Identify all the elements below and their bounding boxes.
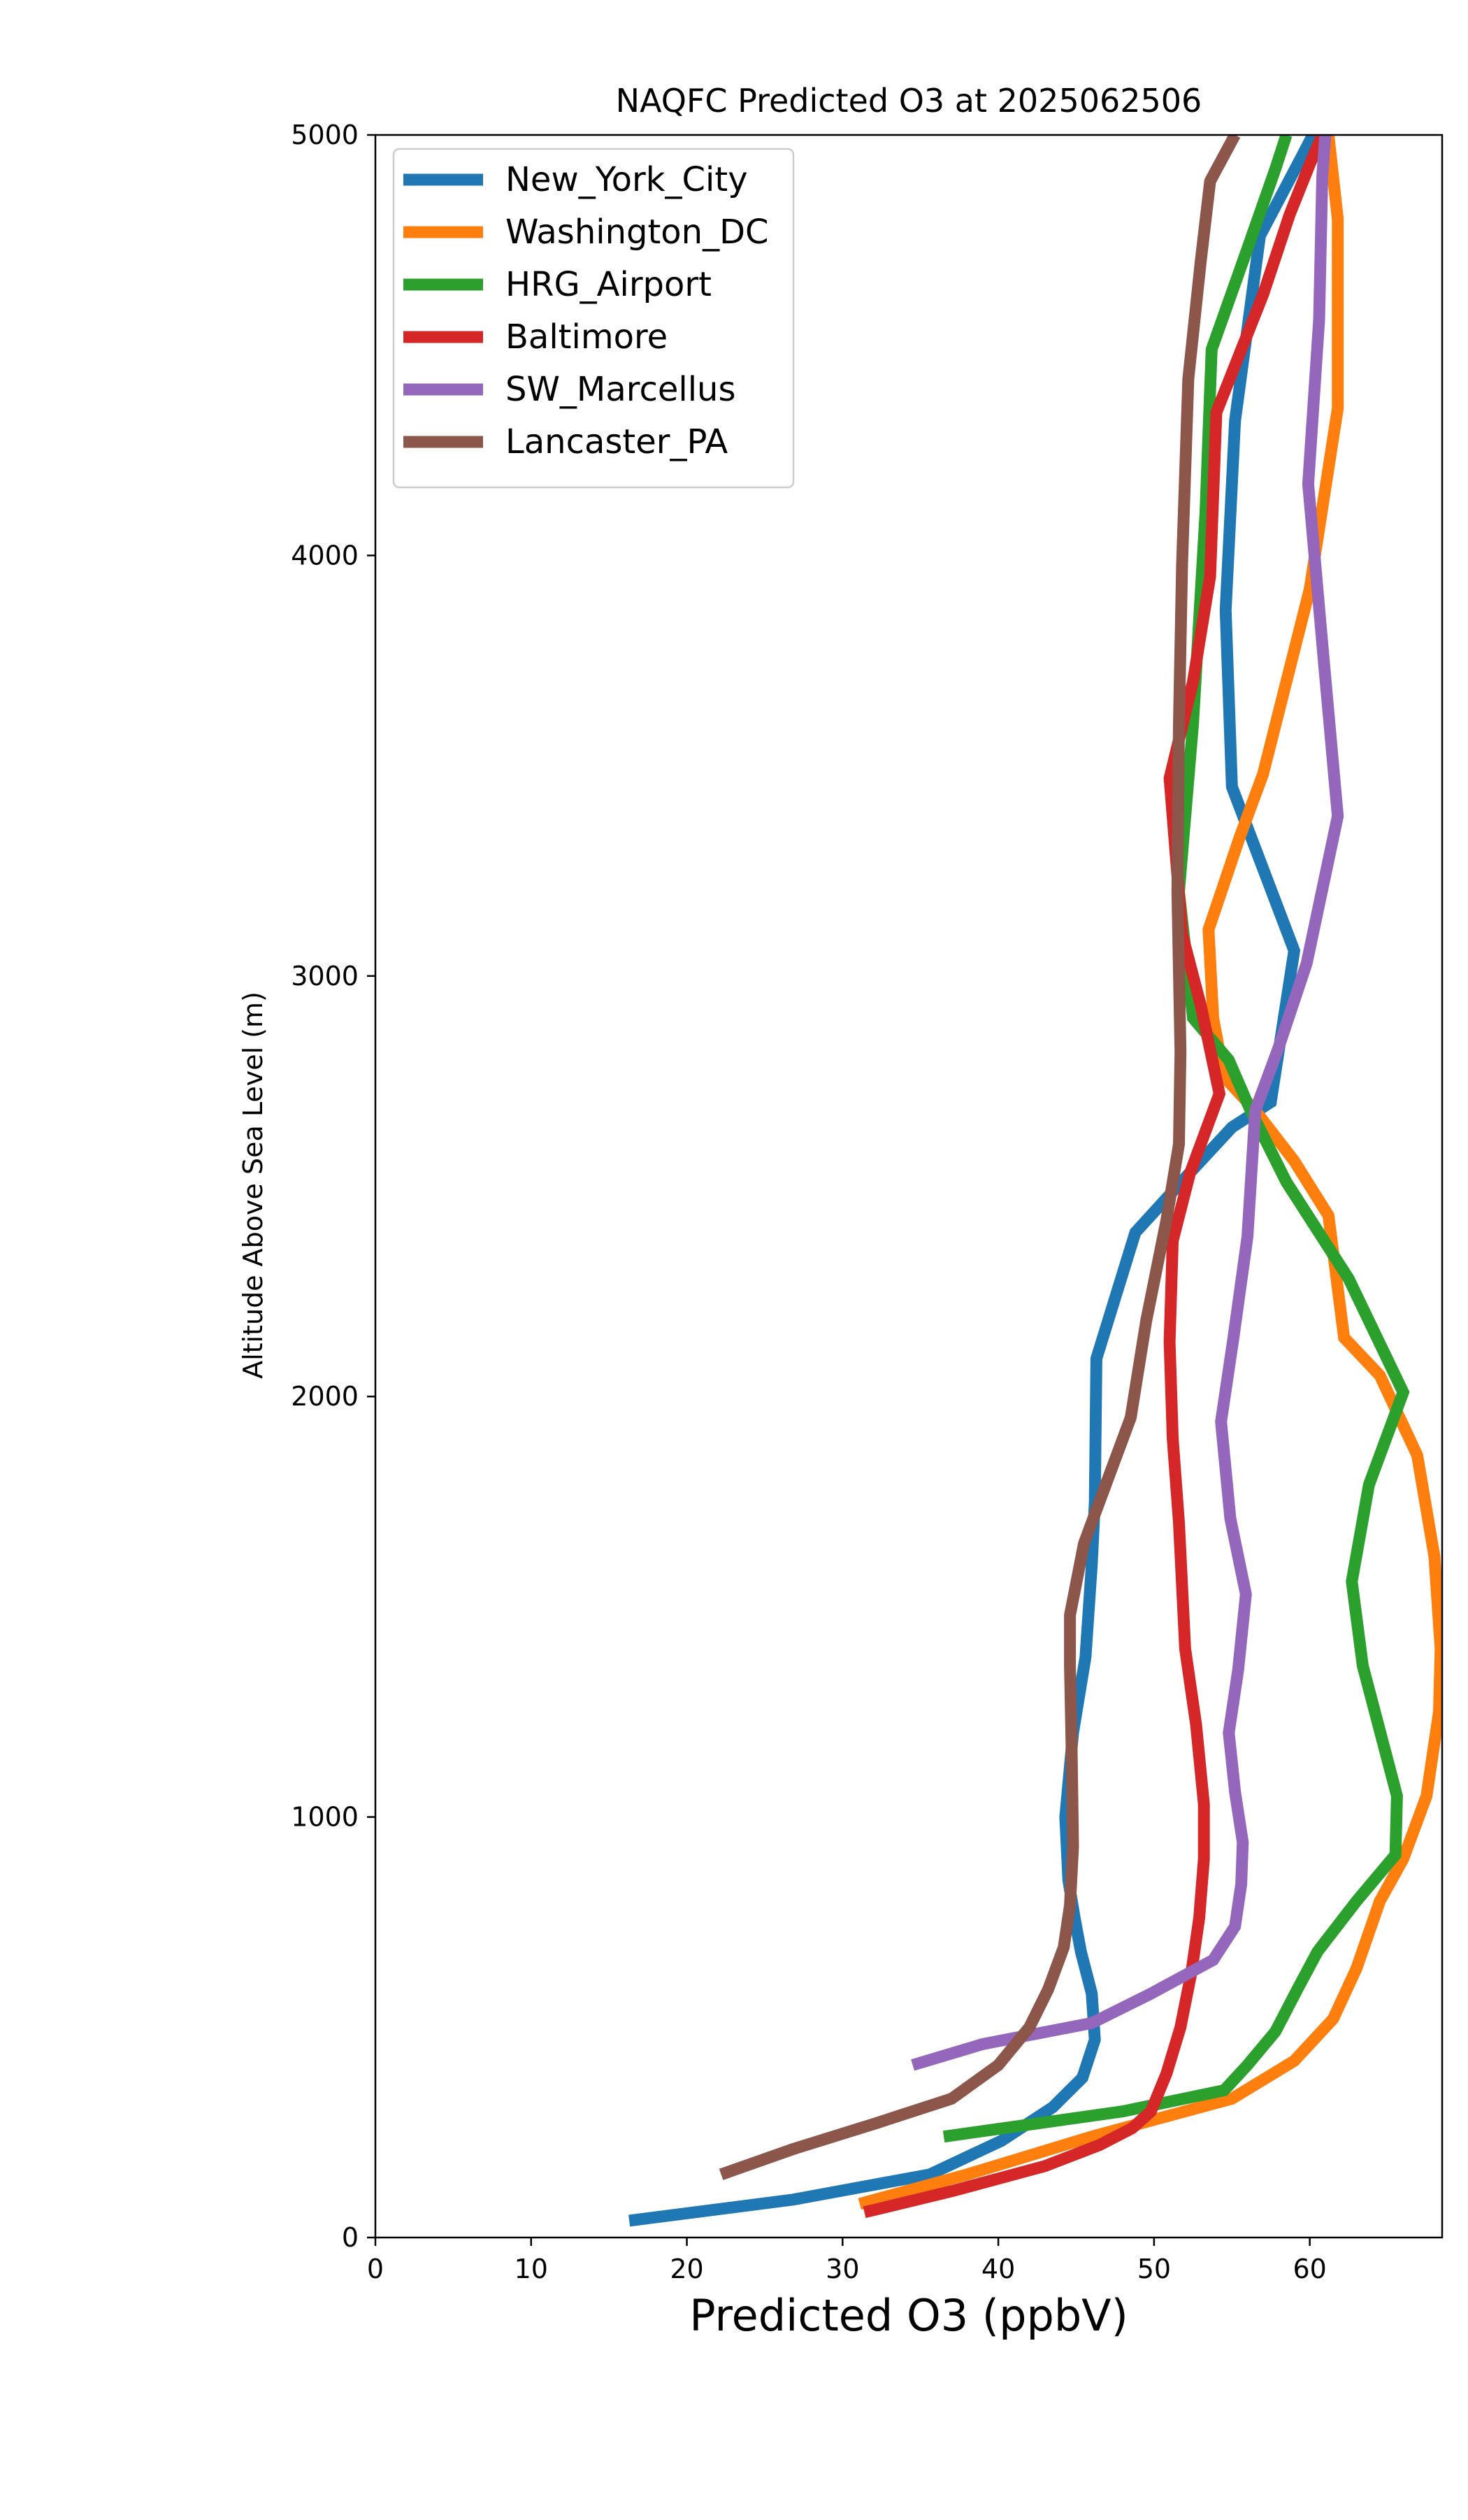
x-tick-label: 50 bbox=[1137, 2254, 1171, 2284]
legend: New_York_City Washington_DC HRG_Airport Bal… bbox=[392, 148, 795, 489]
series-line-baltimore bbox=[863, 135, 1328, 2219]
x-tick-label: 30 bbox=[826, 2254, 859, 2284]
legend-box bbox=[392, 148, 795, 489]
y-tick-label: 2000 bbox=[291, 1381, 359, 1412]
legend-label: Lancaster_PA bbox=[505, 422, 728, 461]
x-tick-label: 20 bbox=[670, 2254, 703, 2284]
legend-label: HRG_Airport bbox=[505, 265, 712, 304]
y-tick-label: 1000 bbox=[291, 1802, 359, 1833]
series-line-lancaster-pa bbox=[719, 135, 1241, 2180]
plot-frame bbox=[374, 134, 1444, 2239]
legend-label: Washington_DC bbox=[505, 213, 769, 252]
series-line-hrg-airport bbox=[942, 135, 1410, 2143]
legend-label: New_York_City bbox=[505, 160, 748, 199]
y-tick-label: 5000 bbox=[291, 120, 359, 150]
x-tick-label: 10 bbox=[514, 2254, 548, 2284]
x-tick-label: 40 bbox=[981, 2254, 1015, 2284]
legend-label: SW_Marcellus bbox=[505, 370, 735, 409]
x-axis-label: Predicted O3 (ppbV) bbox=[689, 2290, 1128, 2341]
y-tick-label: 4000 bbox=[291, 540, 359, 571]
axes-layer: 0 10 20 30 40 50 60 0 1000 2000 3000 4000 5000 bbox=[291, 120, 1327, 2284]
x-tick-label: 60 bbox=[1293, 2254, 1326, 2284]
legend-label: Baltimore bbox=[505, 317, 668, 357]
chart-title: NAQFC Predicted O3 at 2025062506 bbox=[616, 82, 1202, 120]
series-line-washington-dc bbox=[858, 135, 1442, 2210]
series-line-new-york-city bbox=[628, 135, 1318, 2227]
series-layer bbox=[628, 135, 1442, 2227]
x-tick-label: 0 bbox=[367, 2254, 384, 2284]
y-tick-label: 3000 bbox=[291, 961, 359, 991]
y-tick-label: 0 bbox=[342, 2222, 359, 2253]
y-axis-label: Altitude Above Sea Level (m) bbox=[238, 991, 268, 1379]
series-line-sw-marcellus bbox=[911, 135, 1344, 2071]
